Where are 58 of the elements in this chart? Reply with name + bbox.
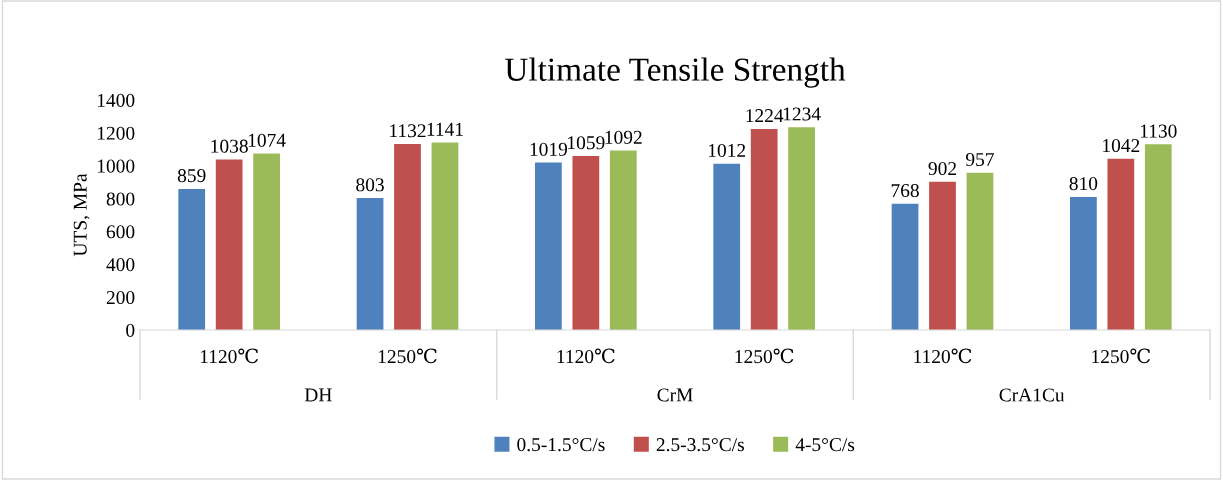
data-label: 957 (965, 152, 994, 167)
bar (431, 142, 459, 330)
x-tick-label: 1250℃ (735, 348, 794, 364)
data-label: 902 (928, 161, 957, 176)
bar (253, 153, 280, 330)
x-tick-label: 1250℃ (378, 348, 437, 364)
data-label: 1042 (1103, 138, 1140, 153)
y-tick-label: 0 (126, 323, 135, 337)
bar (609, 150, 637, 330)
y-tick-label: 800 (106, 192, 135, 206)
bar (891, 203, 919, 330)
bar (356, 198, 384, 330)
data-label: 810 (1069, 177, 1098, 191)
data-label: 1224 (746, 109, 784, 122)
data-label: 1038 (211, 139, 248, 153)
x-tick-label: 1120℃ (557, 348, 615, 364)
y-tick-label: 1200 (97, 126, 135, 140)
y-tick-label: 1000 (97, 159, 135, 173)
x-tick-label: 1120℃ (200, 348, 258, 364)
data-label: 1132 (390, 124, 426, 138)
x-tick-label: 1120℃ (914, 348, 972, 364)
legend-label: 4-5°C/s (795, 438, 855, 452)
data-label: 1059 (568, 136, 605, 150)
chart-title: Ultimate Tensile Strength (504, 57, 846, 88)
bar (1070, 196, 1097, 330)
bar (1144, 144, 1172, 330)
bar (929, 181, 956, 330)
data-label: 768 (891, 183, 919, 198)
data-label: 803 (356, 178, 384, 192)
data-label: 1012 (708, 143, 746, 158)
bar (572, 156, 600, 330)
text: DH (304, 388, 332, 402)
data-label: 1092 (605, 130, 642, 144)
data-label: 1019 (530, 142, 568, 156)
bar (178, 188, 206, 330)
data-label: 1141 (427, 122, 463, 136)
y-axis-title: UTS, MPa (73, 173, 90, 257)
y-tick-label: 1400 (97, 93, 135, 107)
bar (1107, 158, 1135, 330)
data-label: 1130 (1140, 124, 1177, 138)
bar (535, 162, 562, 330)
legend-label: 0.5-1.5°C/s (517, 438, 605, 452)
bar (215, 159, 243, 330)
text: CrM (657, 388, 693, 402)
bar (788, 127, 815, 330)
data-label: 1234 (783, 107, 821, 121)
bar (713, 163, 741, 330)
legend-label: 2.5-3.5°C/s (656, 438, 744, 452)
bar (394, 144, 421, 330)
x-tick-label: 1250℃ (1092, 348, 1150, 364)
text: CrA1Cu (999, 388, 1065, 402)
data-label: 1074 (248, 133, 286, 147)
bar (750, 128, 778, 330)
bar (966, 172, 994, 330)
y-tick-label: 200 (106, 290, 135, 305)
y-tick-label: 600 (106, 225, 135, 239)
data-label: 859 (177, 169, 206, 183)
y-tick-label: 400 (106, 258, 135, 272)
